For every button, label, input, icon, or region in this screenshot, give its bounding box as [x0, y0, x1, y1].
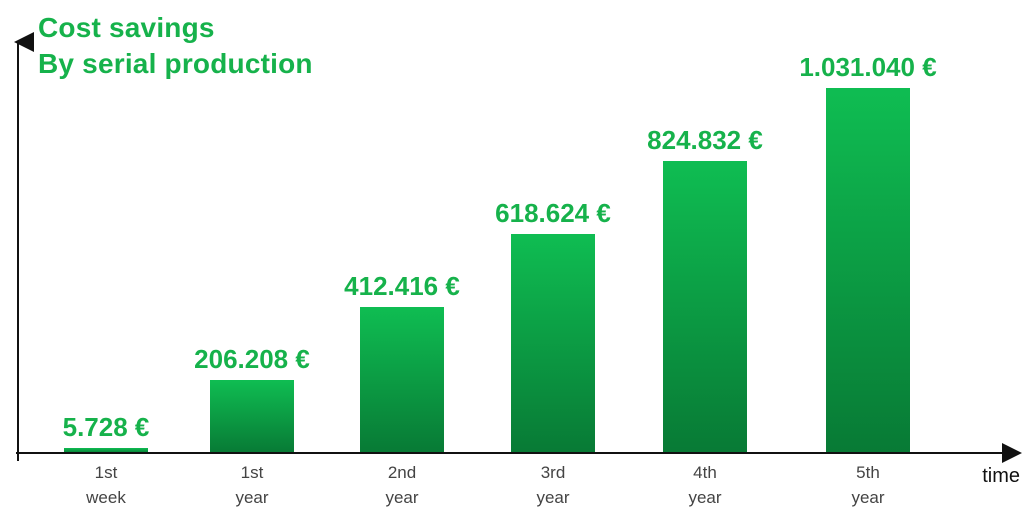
value-label-6: 1.031.040 € — [799, 52, 936, 82]
bars-layer — [64, 88, 910, 453]
x-axis-label: time — [982, 465, 1020, 487]
value-label-4: 618.624 € — [495, 198, 611, 228]
bar-4 — [511, 234, 595, 453]
tick-label-3: 2nd year — [385, 463, 418, 507]
tick-label-6: 5th year — [851, 463, 884, 507]
tick-label-4: 3rd year — [536, 463, 569, 507]
tick-label-5: 4th year — [688, 463, 721, 507]
chart-title-line-1: Cost savings — [38, 12, 215, 43]
value-label-3: 412.416 € — [344, 271, 460, 301]
value-label-1: 5.728 € — [63, 412, 150, 442]
tick-labels-layer: 1st week 1st year 2nd year 3rd year 4th year 5th ye… — [85, 463, 885, 507]
bar-3 — [360, 307, 444, 453]
chart-title-line-2: By serial production — [38, 48, 313, 79]
chart-title: Cost savings By serial production — [38, 10, 313, 82]
value-label-5: 824.832 € — [647, 125, 763, 155]
tick-label-1: 1st week — [85, 463, 126, 507]
tick-label-2: 1st year — [235, 463, 268, 507]
value-label-2: 206.208 € — [194, 344, 310, 374]
bar-2 — [210, 380, 294, 453]
bar-6 — [826, 88, 910, 453]
bar-5 — [663, 161, 747, 453]
bar-1 — [64, 448, 148, 453]
value-labels-layer: 5.728 € 206.208 € 412.416 € 618.624 € 824.83… — [63, 52, 937, 442]
